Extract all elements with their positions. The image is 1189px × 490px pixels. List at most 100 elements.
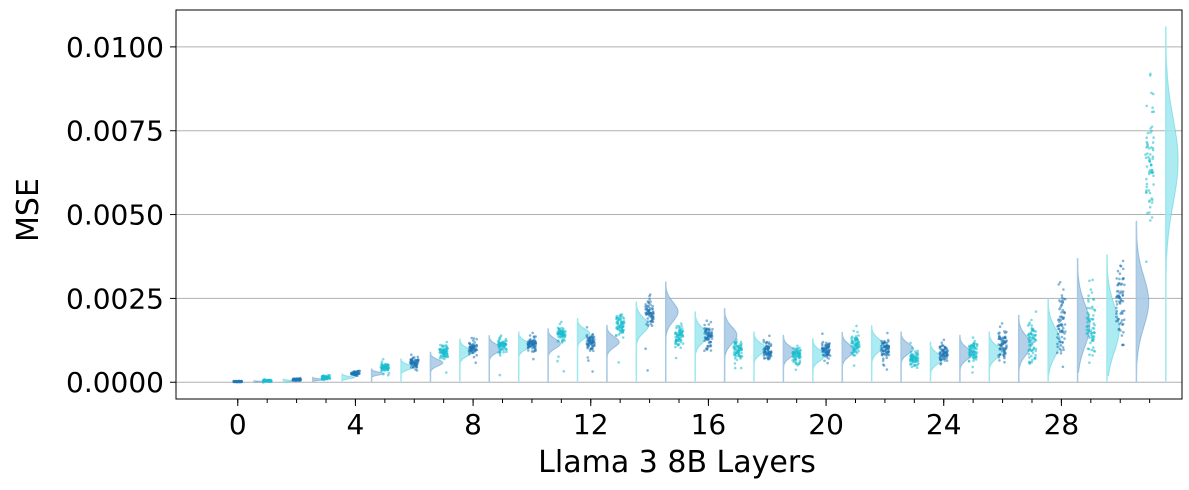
data-point [591,370,594,373]
data-point [557,355,560,359]
data-point [531,346,534,350]
data-point [737,347,741,350]
data-point [998,359,1001,362]
data-point [1091,354,1094,357]
data-point [585,326,589,329]
data-point [498,373,502,377]
data-point [739,357,742,360]
data-point [737,351,740,354]
data-point [709,320,713,324]
data-point [709,349,713,352]
data-point [1058,281,1062,284]
data-point [674,345,677,349]
data-point [1086,306,1089,310]
data-point [1148,191,1152,195]
data-point [740,355,743,358]
data-point [1063,323,1067,326]
data-point [591,346,595,349]
data-point [651,320,655,324]
data-point [413,360,417,364]
data-point [708,334,712,338]
data-point [498,354,502,357]
y-tick-label: 0.0050 [66,199,164,232]
x-tick-label: 12 [573,408,609,441]
data-point [468,352,471,356]
data-point [855,335,858,338]
data-point [328,374,332,377]
data-point [1122,330,1125,334]
data-point [882,363,885,366]
data-point [298,378,302,381]
data-point [762,354,765,357]
data-point [1151,141,1155,144]
data-point [644,347,647,351]
violin-layer-19 [812,338,826,376]
data-point [709,340,712,344]
data-point [1089,341,1092,345]
data-point [1118,277,1121,281]
data-point [587,338,591,342]
data-point [353,370,357,374]
data-point [794,368,798,372]
data-point [1030,332,1033,336]
data-point [1116,317,1120,321]
data-point [1034,349,1037,353]
data-point [708,328,711,332]
data-point [531,331,534,335]
data-point [1000,347,1003,351]
data-point [475,337,479,341]
data-point [768,353,772,357]
data-point [441,349,444,352]
data-point [650,315,653,318]
data-point [530,350,534,353]
data-point [1117,289,1120,293]
data-point [534,342,538,346]
data-point [410,363,414,367]
data-point [1122,318,1126,322]
data-point [703,332,706,335]
data-point [681,334,684,338]
data-point [645,322,648,326]
data-point [615,326,618,330]
data-point [675,326,678,330]
data-point [386,368,389,371]
data-point [504,346,507,350]
data-point [588,349,592,352]
data-point [1148,211,1151,214]
data-point [850,345,853,348]
data-point [1028,356,1031,359]
data-point [1033,357,1037,361]
data-point [1120,299,1123,303]
data-point [1149,127,1152,130]
data-point [887,347,891,350]
data-point [967,360,971,363]
data-point [351,372,355,376]
data-point [498,348,502,352]
data-point [410,353,413,357]
data-point [880,349,883,353]
data-point [711,327,714,331]
data-point [735,358,739,362]
data-point [534,335,537,338]
violin-layer-31 [1165,26,1179,332]
data-point [409,366,413,369]
data-point [1057,324,1061,328]
data-point [886,338,890,342]
data-point [1062,288,1065,291]
data-point [438,348,442,352]
data-point [557,327,561,331]
x-tick-label: 0 [229,408,247,441]
data-point [1027,323,1031,326]
data-point [1092,337,1095,341]
data-point [852,329,855,333]
data-point [850,338,854,342]
data-point [358,369,361,373]
data-point [945,359,949,363]
data-point [674,332,677,336]
data-point [880,339,883,343]
data-point [792,360,795,364]
data-point [445,353,449,357]
data-point [763,350,767,354]
data-point [942,338,946,342]
data-point [974,354,978,358]
